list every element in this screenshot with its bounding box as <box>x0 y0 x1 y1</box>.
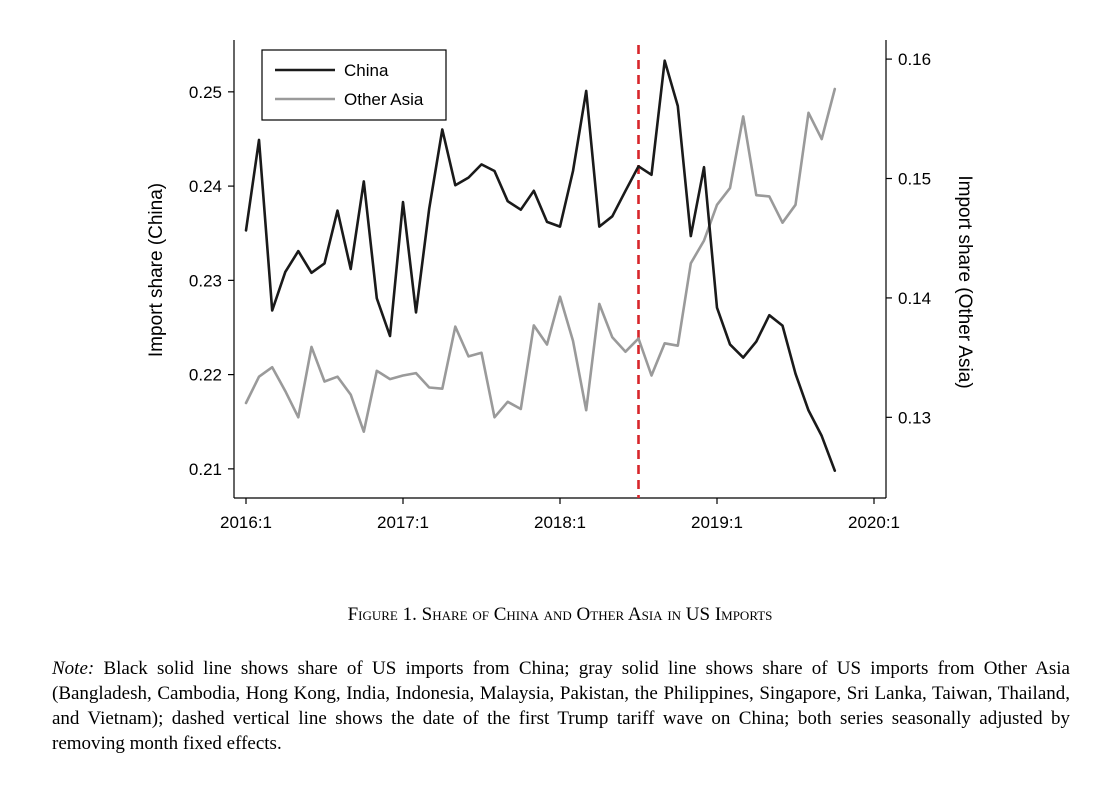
y-left-tick-label-4: 0.25 <box>189 83 222 102</box>
x-tick-label-3: 2019:1 <box>691 513 743 532</box>
series-line-other-asia <box>244 87 837 434</box>
y-axis-title-left: Import share (China) <box>146 183 167 357</box>
axes: 2016:1 2017:1 2018:1 2019:1 2020:1 0.21 0.22 0.… <box>189 40 931 532</box>
y-left-tick-label-3: 0.24 <box>189 177 222 196</box>
y-right-tick-label-3: 0.16 <box>898 50 931 69</box>
x-tick-label-2: 2018:1 <box>534 513 586 532</box>
y-left-tick-label-0: 0.21 <box>189 460 222 479</box>
figure-note: Note: Black solid line shows share of US… <box>52 656 1070 756</box>
y-left-tick-label-2: 0.23 <box>189 271 222 290</box>
legend-box <box>261 49 447 121</box>
figure-caption: Figure 1. Share of China and Other Asia … <box>347 604 773 625</box>
series-line-china <box>244 59 837 473</box>
legend-label-other-asia: Other Asia <box>344 90 424 109</box>
series-points-other-asia <box>245 88 835 432</box>
y-right-tick-label-1: 0.14 <box>898 289 931 308</box>
x-tick-label-0: 2016:1 <box>220 513 272 532</box>
y-left-tick-label-1: 0.22 <box>189 366 222 385</box>
series-points-china <box>245 60 835 471</box>
chart: 2016:1 2017:1 2018:1 2019:1 2020:1 0.21 0.22 0.… <box>146 40 975 532</box>
y-right-tick-label-2: 0.15 <box>898 170 931 189</box>
note-label: Note: <box>52 658 95 679</box>
legend-label-china: China <box>344 61 389 80</box>
y-axis-title-right: Import share (Other Asia) <box>954 175 975 388</box>
x-tick-label-1: 2017:1 <box>377 513 429 532</box>
note-text: Black solid line shows share of US impor… <box>52 658 1070 754</box>
y-right-tick-label-0: 0.13 <box>898 408 931 427</box>
legend: China Other Asia <box>261 49 447 121</box>
series-layer <box>244 59 837 473</box>
x-tick-label-4: 2020:1 <box>848 513 900 532</box>
